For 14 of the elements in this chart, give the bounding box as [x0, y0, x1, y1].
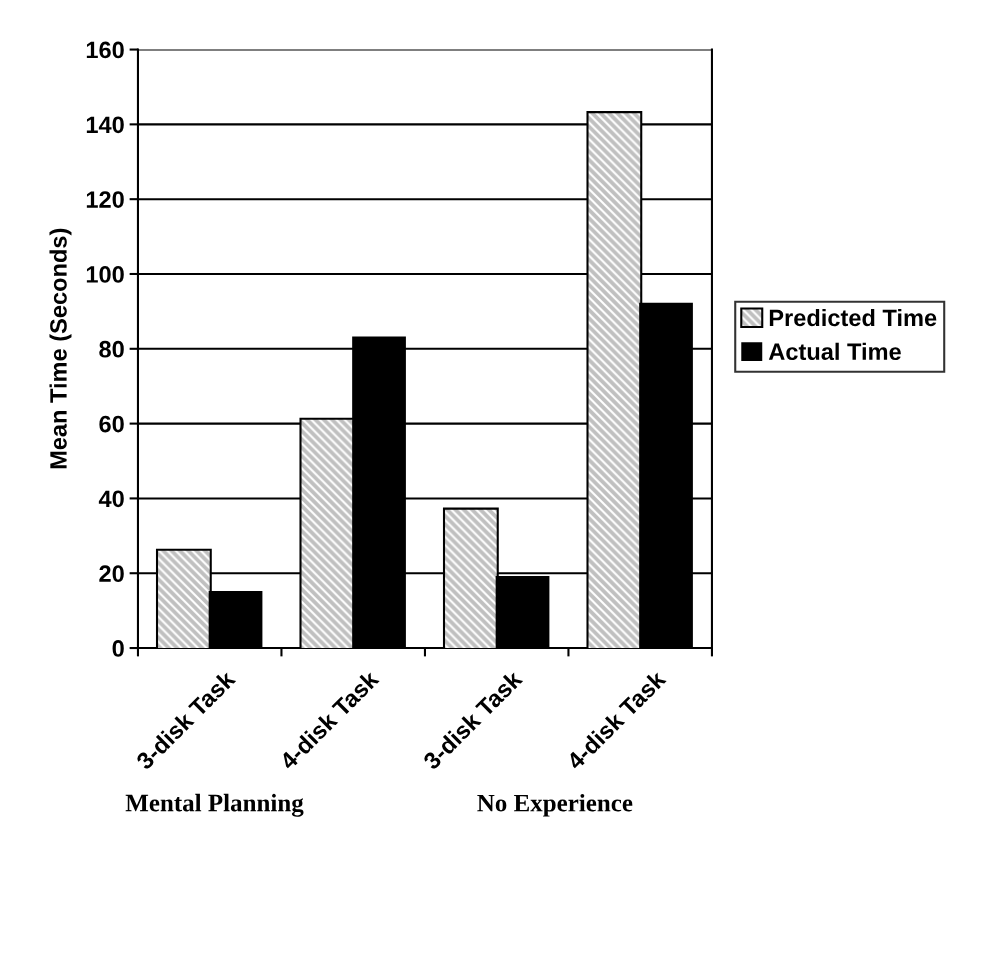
- y-tick-label: 0: [112, 640, 124, 657]
- y-tick-label: 40: [98, 490, 124, 508]
- y-tick-label: 160: [86, 41, 124, 59]
- y-tick-label: 140: [86, 116, 124, 134]
- y-tick-label: 80: [99, 340, 124, 358]
- legend-label: Predicted Time: [769, 308, 937, 327]
- text: No Experience: [477, 793, 633, 817]
- y-tick-label: 120: [86, 191, 124, 208]
- y-tick-label: 20: [99, 565, 124, 583]
- text: Mental Planning: [125, 793, 304, 817]
- y-tick-label: 60: [99, 415, 124, 433]
- y-axis-title: Mean Time (Seconds): [49, 228, 72, 469]
- y-tick-label: 100: [86, 266, 124, 283]
- legend-label: Actual Time: [768, 342, 901, 361]
